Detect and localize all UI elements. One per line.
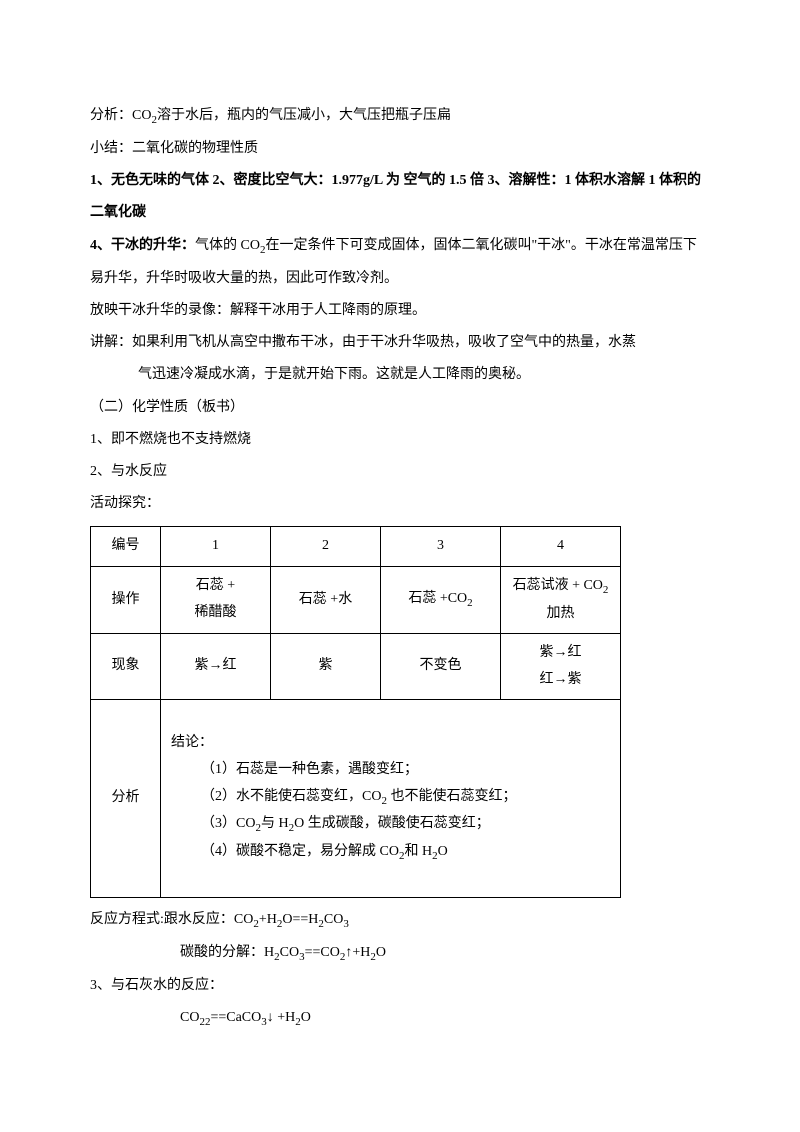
text: （4）碳酸不稳定，易分解成 CO — [201, 844, 399, 859]
text: 石蕊试液 + CO — [513, 578, 603, 593]
header-cell: 1 — [161, 527, 271, 567]
text: 讲解：如果利用飞机从高空中撒布干冰，由于干冰升华吸热，吸收了空气中的热量，水蒸 — [90, 335, 636, 350]
explain-line: 讲解：如果利用飞机从高空中撒布干冰，由于干冰升华吸热，吸收了空气中的热量，水蒸 — [90, 327, 710, 359]
text: O==H — [282, 912, 318, 927]
text: 和 H — [404, 844, 432, 859]
item-3: 3、与石灰水的反应： — [90, 970, 710, 1002]
row-label: 分析 — [91, 700, 161, 897]
subscript: 2 — [467, 597, 473, 609]
text: 气体的 CO — [195, 238, 260, 253]
conclusion-item: （3）CO2与 H2O 生成碳酸，碳酸使石蕊变红； — [171, 811, 610, 839]
conclusion-item: （1）石蕊是一种色素，遇酸变红； — [171, 757, 610, 784]
text: 加热 — [547, 606, 575, 621]
text: O 生成碳酸，碳酸使石蕊变红； — [294, 816, 490, 831]
conclusion-cell: 结论： （1）石蕊是一种色素，遇酸变红； （2）水不能使石蕊变红，CO2 也不能… — [161, 700, 621, 897]
cell: 紫→红红→紫 — [501, 634, 621, 700]
text: +H — [259, 912, 277, 927]
header-cell: 编号 — [91, 527, 161, 567]
activity-label: 活动探究： — [90, 488, 710, 520]
explain-line2: 气迅速冷凝成水滴，于是就开始下雨。这就是人工降雨的奥秘。 — [90, 359, 710, 391]
text: CO — [280, 945, 299, 960]
text: CO — [180, 1010, 199, 1025]
dry-ice-line: 4、干冰的升华：气体的 CO2在一定条件下可变成固体，固体二氧化碳叫"干冰"。干… — [90, 230, 710, 295]
cell: 不变色 — [381, 634, 501, 700]
text: ↓ +H — [267, 1010, 296, 1025]
cell: 石蕊 +稀醋酸 — [161, 566, 271, 633]
cell: 石蕊 +水 — [271, 566, 381, 633]
conclusion-item: （2）水不能使石蕊变红，CO2 也不能使石蕊变红； — [171, 784, 610, 812]
analysis-line: 分析：CO2溶于水后，瓶内的气压减小，大气压把瓶子压扁 — [90, 100, 710, 133]
subscript: 3 — [343, 917, 349, 929]
text: O — [376, 945, 386, 960]
text: （3）CO — [201, 816, 255, 831]
heading: 4、干冰的升华： — [90, 238, 195, 253]
equation-line: 碳酸的分解：H2CO3==CO2↑+H2O — [90, 937, 710, 970]
conclusion-title: 结论： — [171, 730, 610, 757]
text: 分析：CO — [90, 108, 151, 123]
cell: 石蕊 +CO2 — [381, 566, 501, 633]
equation-line: CO22==CaCO3↓ +H2O — [90, 1002, 710, 1035]
row-label: 现象 — [91, 634, 161, 700]
experiment-table: 编号 1 2 3 4 操作 石蕊 +稀醋酸 石蕊 +水 石蕊 +CO2 石蕊试液… — [90, 526, 621, 897]
section-heading: （二）化学性质（板书） — [90, 392, 710, 424]
cell: 紫→红 — [161, 634, 271, 700]
text: 溶于水后，瓶内的气压减小，大气压把瓶子压扁 — [157, 108, 451, 123]
table-row: 编号 1 2 3 4 — [91, 527, 621, 567]
table-row: 操作 石蕊 +稀醋酸 石蕊 +水 石蕊 +CO2 石蕊试液 + CO2 加热 — [91, 566, 621, 633]
header-cell: 2 — [271, 527, 381, 567]
text: 气迅速冷凝成水滴，于是就开始下雨。这就是人工降雨的奥秘。 — [138, 367, 530, 382]
summary-line: 小结：二氧化碳的物理性质 — [90, 133, 710, 165]
text: 碳酸的分解：H — [180, 945, 274, 960]
text: ↑+H — [345, 945, 370, 960]
text: （2）水不能使石蕊变红，CO — [201, 789, 381, 804]
text: 也不能使石蕊变红； — [387, 789, 517, 804]
item-1: 1、即不燃烧也不支持燃烧 — [90, 424, 710, 456]
physical-props: 1、无色无味的气体 2、密度比空气大：1.977g/L 为 空气的 1.5 倍 … — [90, 165, 710, 229]
table-row: 现象 紫→红 紫 不变色 紫→红红→紫 — [91, 634, 621, 700]
document-page: 分析：CO2溶于水后，瓶内的气压减小，大气压把瓶子压扁 小结：二氧化碳的物理性质… — [0, 0, 800, 1095]
subscript: 2 — [603, 584, 609, 596]
text: ==CO — [305, 945, 340, 960]
text: 反应方程式:跟水反应：CO — [90, 912, 253, 927]
text: 石蕊 +CO — [408, 591, 467, 606]
text: O — [438, 844, 448, 859]
table-row: 分析 结论： （1）石蕊是一种色素，遇酸变红； （2）水不能使石蕊变红，CO2 … — [91, 700, 621, 897]
cell: 紫 — [271, 634, 381, 700]
text: ==CaCO — [210, 1010, 261, 1025]
item-2: 2、与水反应 — [90, 456, 710, 488]
text: 与 H — [261, 816, 289, 831]
text: O — [301, 1010, 311, 1025]
header-cell: 3 — [381, 527, 501, 567]
video-line: 放映干冰升华的录像：解释干冰用于人工降雨的原理。 — [90, 295, 710, 327]
text: CO — [324, 912, 343, 927]
row-label: 操作 — [91, 566, 161, 633]
cell: 石蕊试液 + CO2 加热 — [501, 566, 621, 633]
conclusion-item: （4）碳酸不稳定，易分解成 CO2和 H2O — [171, 839, 610, 867]
equation-line: 反应方程式:跟水反应：CO2+H2O==H2CO3 — [90, 904, 710, 937]
header-cell: 4 — [501, 527, 621, 567]
